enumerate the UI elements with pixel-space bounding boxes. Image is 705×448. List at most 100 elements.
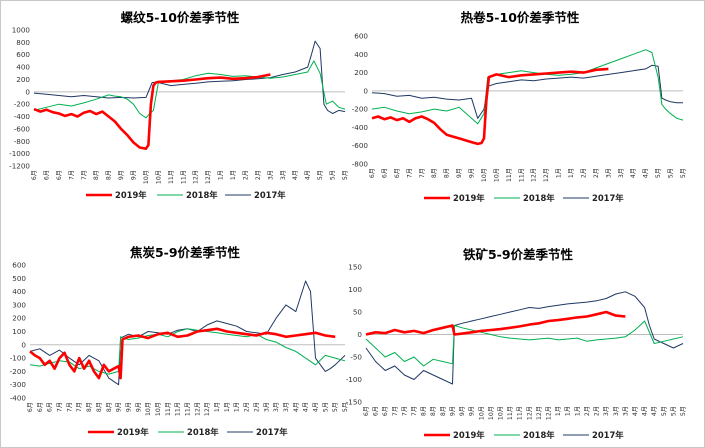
series-lines bbox=[365, 291, 684, 385]
x-tick-label: 11月 bbox=[168, 170, 175, 184]
x-tick-label: 3月 bbox=[613, 406, 620, 416]
x-tick-label: 1月 bbox=[230, 170, 237, 180]
y-tick-label: -600 bbox=[352, 141, 369, 150]
y-tick-label: -200 bbox=[10, 367, 27, 376]
chart-title: 螺纹5-10价差季节性 bbox=[121, 10, 240, 25]
x-tick-label: 8月 bbox=[430, 406, 437, 416]
x-tick-label: 1月 bbox=[224, 402, 231, 412]
x-tick-label: 8月 bbox=[440, 406, 447, 416]
x-tick-label: 3月 bbox=[280, 170, 287, 180]
panel-rebar-spread: 螺纹5-10价差季节性 1000 800 600 400 200 0 -200 -400 -60… bbox=[9, 10, 349, 200]
x-tick-label: 6月 bbox=[363, 406, 370, 416]
series-line-2017年 bbox=[33, 40, 346, 114]
x-tick-label: 3月 bbox=[622, 406, 629, 416]
x-tick-label: 9月 bbox=[450, 406, 457, 416]
x-tick-label: 6月 bbox=[381, 168, 388, 178]
x-tick-label: 5月 bbox=[342, 170, 349, 180]
y-tick-label: 150 bbox=[348, 263, 362, 272]
x-tick-label: 12月 bbox=[205, 170, 212, 184]
legend-label-2018: 2018年 bbox=[523, 430, 555, 440]
x-tick-label: 7月 bbox=[401, 406, 408, 416]
x-tick-label: 3月 bbox=[618, 168, 625, 178]
series-line-2017年 bbox=[371, 64, 683, 119]
y-tick-label: 200 bbox=[16, 75, 30, 84]
x-tick-label: 6月 bbox=[373, 406, 380, 416]
legend: 2019年 2018年 2017年 bbox=[88, 427, 288, 437]
y-axis-ticks: 150 100 50 0 -50 -100 -150 bbox=[346, 263, 683, 407]
x-tick-label: 4月 bbox=[292, 170, 299, 180]
x-tick-label: 1月 bbox=[555, 406, 562, 416]
x-tick-label: 9月 bbox=[135, 402, 142, 412]
x-tick-label: 12月 bbox=[204, 402, 211, 416]
x-tick-label: 9月 bbox=[116, 402, 123, 412]
panel-hrc-spread: 热卷5-10价差季节性 600 400 200 0 -200 -400 -600 -800 6… bbox=[352, 10, 687, 203]
series-line-2019年 bbox=[29, 327, 336, 380]
x-tick-label: 3月 bbox=[267, 170, 274, 180]
y-tick-label: 0 bbox=[21, 340, 26, 349]
x-tick-label: 8月 bbox=[96, 402, 103, 412]
x-axis-ticks: 6月 6月 6月 7月 7月 7月 8月 8月 8月 9月 9月 9月 10月 10月 11月 11月 11月 1… bbox=[27, 402, 349, 416]
x-tick-label: 4月 bbox=[293, 402, 300, 412]
x-tick-label: 9月 bbox=[469, 168, 476, 178]
x-tick-label: 1月 bbox=[568, 168, 575, 178]
legend-label-2019: 2019年 bbox=[117, 427, 149, 437]
y-tick-label: -1000 bbox=[9, 149, 30, 158]
y-tick-label: 100 bbox=[348, 285, 362, 294]
y-tick-label: 0 bbox=[363, 86, 368, 95]
x-tick-label: 11月 bbox=[518, 168, 525, 182]
legend-label-2019: 2019年 bbox=[453, 430, 485, 440]
x-tick-label: 8月 bbox=[106, 170, 113, 180]
y-tick-label: -800 bbox=[352, 160, 369, 169]
x-tick-label: 8月 bbox=[106, 402, 113, 412]
x-tick-label: 5月 bbox=[680, 406, 687, 416]
y-tick-label: -600 bbox=[14, 124, 31, 133]
x-tick-label: 1月 bbox=[214, 402, 221, 412]
x-tick-label: 12月 bbox=[543, 168, 550, 182]
x-tick-label: 5月 bbox=[655, 168, 662, 178]
x-tick-label: 12月 bbox=[536, 406, 543, 420]
x-tick-label: 6月 bbox=[37, 402, 44, 412]
x-tick-label: 7月 bbox=[57, 402, 64, 412]
y-tick-label: 600 bbox=[16, 50, 30, 59]
y-tick-label: 300 bbox=[12, 300, 26, 309]
legend-label-2018: 2018年 bbox=[186, 190, 218, 200]
x-tick-label: 9月 bbox=[125, 402, 132, 412]
x-tick-label: 5月 bbox=[661, 406, 668, 416]
x-tick-label: 4月 bbox=[643, 168, 650, 178]
x-tick-label: 8月 bbox=[421, 406, 428, 416]
x-tick-label: 5月 bbox=[680, 168, 687, 178]
x-tick-label: 6月 bbox=[43, 170, 50, 180]
x-tick-label: 3月 bbox=[603, 406, 610, 416]
x-tick-label: 4月 bbox=[303, 402, 310, 412]
x-tick-label: 4月 bbox=[630, 168, 637, 178]
y-tick-label: -200 bbox=[352, 105, 369, 114]
x-tick-label: 7月 bbox=[68, 170, 75, 180]
y-tick-label: -300 bbox=[10, 380, 27, 389]
x-tick-label: 8月 bbox=[444, 168, 451, 178]
legend: 2019年 2018年 2017年 bbox=[424, 430, 624, 440]
series-line-2019年 bbox=[365, 310, 626, 336]
x-tick-label: 9月 bbox=[456, 168, 463, 178]
x-tick-label: 3月 bbox=[283, 402, 290, 412]
series-line-2018年 bbox=[365, 320, 684, 367]
x-tick-label: 11月 bbox=[165, 402, 172, 416]
y-tick-label: 600 bbox=[12, 261, 26, 270]
y-tick-label: -400 bbox=[14, 112, 31, 121]
panel-coke-spread: 焦炭5-9价差季节性 600 500 400 300 200 100 0 -100 -200 -3… bbox=[10, 245, 349, 437]
x-tick-label: 6月 bbox=[369, 168, 376, 178]
x-tick-label: 3月 bbox=[273, 402, 280, 412]
series-line-2019年 bbox=[33, 73, 271, 150]
x-tick-label: 11月 bbox=[175, 402, 182, 416]
legend: 2019年 2018年 2017年 bbox=[424, 193, 624, 203]
legend-label-2019: 2019年 bbox=[453, 193, 485, 203]
x-axis-ticks: 6月 6月 6月 7月 7月 8月 8月 9月 9月 10月 10月 11月 11月 12月 12月 1月 1月… bbox=[31, 170, 349, 184]
x-tick-label: 10月 bbox=[481, 168, 488, 182]
x-tick-label: 11月 bbox=[185, 402, 192, 416]
legend-label-2017: 2017年 bbox=[592, 193, 624, 203]
chart-title: 焦炭5-9价差季节性 bbox=[129, 245, 241, 260]
x-tick-label: 1月 bbox=[565, 406, 572, 416]
x-tick-label: 3月 bbox=[263, 402, 270, 412]
x-tick-label: 7月 bbox=[411, 406, 418, 416]
x-tick-label: 5月 bbox=[670, 406, 677, 416]
